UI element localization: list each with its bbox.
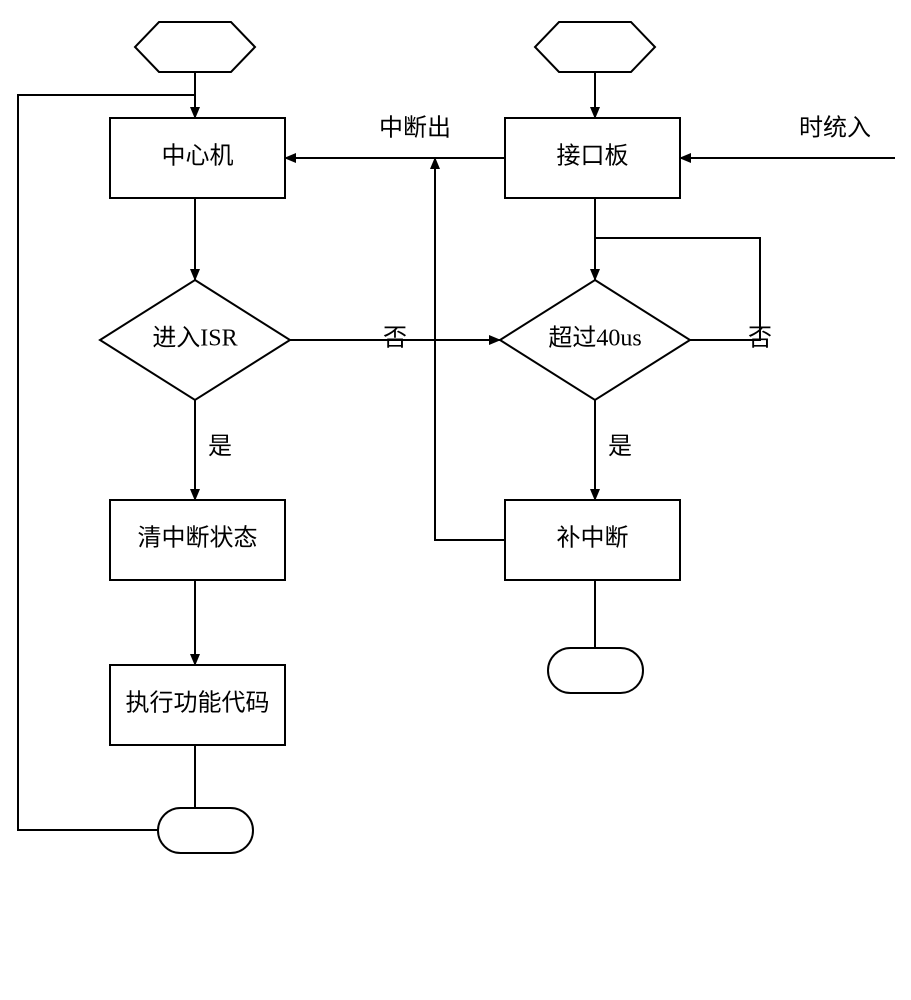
edge bbox=[435, 158, 505, 540]
over_40us-label: 超过40us bbox=[548, 325, 641, 352]
edge-label: 时统入 bbox=[799, 115, 871, 142]
center_machine-label: 中心机 bbox=[162, 143, 234, 170]
edge-label: 是 bbox=[203, 433, 231, 457]
term_left bbox=[158, 808, 253, 853]
exec_code-label: 执行功能代码 bbox=[126, 690, 270, 717]
edge-label: 否 bbox=[383, 326, 407, 352]
enter_isr-label: 进入ISR bbox=[152, 326, 237, 352]
clear_int-label: 清中断状态 bbox=[138, 525, 258, 552]
edge-label: 中断出 bbox=[379, 115, 451, 142]
hex_left bbox=[135, 22, 255, 72]
hex_right bbox=[535, 22, 655, 72]
comp_int-label: 补中断 bbox=[557, 525, 629, 552]
term_right bbox=[548, 648, 643, 693]
edge-label: 是 bbox=[603, 433, 631, 457]
edge-label: 否 bbox=[748, 326, 772, 352]
interface_board-label: 接口板 bbox=[557, 143, 629, 170]
